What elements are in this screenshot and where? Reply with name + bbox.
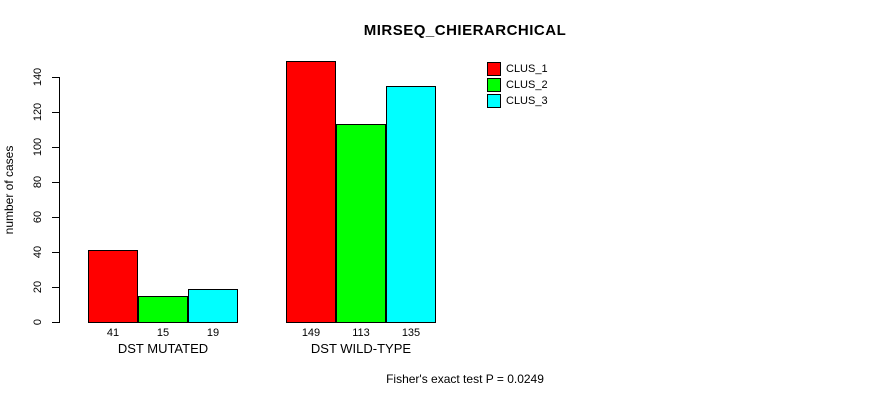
y-tick-label: 120	[32, 102, 44, 122]
legend-label: CLUS_1	[506, 63, 548, 75]
legend-item-clus-2: CLUS_2	[487, 77, 548, 93]
legend-swatch	[487, 94, 501, 108]
y-axis-line	[59, 77, 60, 323]
annotation-text: Fisher's exact test P = 0.0249	[386, 372, 544, 386]
bar-value-label: 113	[352, 327, 370, 339]
y-axis-label: number of cases	[2, 145, 16, 235]
legend-item-clus-1: CLUS_1	[487, 61, 548, 77]
legend-swatch	[487, 62, 501, 76]
y-tick-label: 20	[32, 280, 44, 294]
bar-value-label: 149	[301, 327, 321, 339]
legend-label: CLUS_3	[506, 95, 548, 107]
bar-value-label: 15	[156, 327, 170, 339]
y-tick	[52, 217, 59, 218]
y-tick-label: 80	[32, 175, 44, 189]
y-tick-label: 0	[32, 318, 44, 326]
bar-clus-3-dst-mutated	[188, 289, 238, 323]
y-tick	[52, 112, 59, 113]
chart-title: MIRSEQ_CHIERARCHICAL	[363, 22, 567, 39]
y-tick	[52, 182, 59, 183]
x-category-label-dst-wild-type: DST WILD-TYPE	[310, 341, 412, 356]
bar-clus-2-dst-mutated	[138, 296, 188, 323]
legend: CLUS_1 CLUS_2 CLUS_3	[487, 61, 548, 109]
bar-clus-2-dst-wild-type	[336, 124, 386, 323]
y-tick-label: 60	[32, 210, 44, 224]
legend-label: CLUS_2	[506, 79, 548, 91]
bar-clus-1-dst-mutated	[88, 250, 138, 323]
y-tick	[52, 322, 59, 323]
y-tick	[52, 252, 59, 253]
x-category-label-dst-mutated: DST MUTATED	[117, 341, 209, 356]
y-tick-label: 40	[32, 245, 44, 259]
bar-value-label: 19	[206, 327, 220, 339]
y-tick-label: 100	[32, 137, 44, 157]
legend-item-clus-3: CLUS_3	[487, 93, 548, 109]
legend-swatch	[487, 78, 501, 92]
bar-clus-3-dst-wild-type	[386, 86, 436, 323]
bar-clus-1-dst-wild-type	[286, 61, 336, 323]
bar-value-label: 135	[401, 327, 421, 339]
y-tick	[52, 147, 59, 148]
y-tick	[52, 287, 59, 288]
y-tick	[52, 77, 59, 78]
y-tick-label: 140	[32, 67, 44, 87]
bar-value-label: 41	[106, 327, 120, 339]
